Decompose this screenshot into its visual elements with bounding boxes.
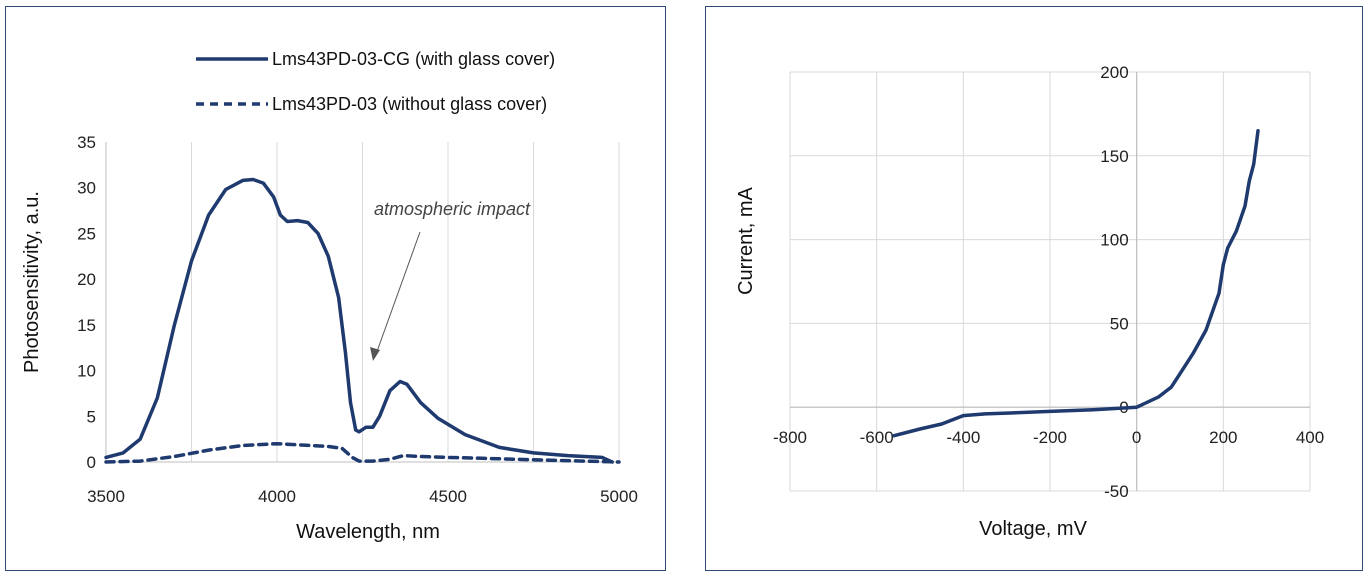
photosensitivity-chart: 0 5 10 15 20 25 30 35 3500 4000 4500 5000 Lms43PD-0…	[21, 49, 638, 543]
y-tick-label: 5	[87, 407, 96, 426]
y-tick-label: 15	[77, 316, 96, 335]
y-tick-label: 30	[77, 179, 96, 198]
photosensitivity-chart-panel: 0 5 10 15 20 25 30 35 3500 4000 4500 5000 Lms43PD-0…	[5, 6, 666, 571]
x-tick-label: 200	[1209, 428, 1237, 447]
series-line-without-glass-cover	[104, 441, 621, 464]
y-tick-label: 35	[77, 133, 96, 152]
y-tick-label: 100	[1100, 231, 1128, 250]
annotation-arrow	[374, 231, 421, 358]
y-tick-label: 0	[87, 453, 96, 472]
x-axis-title: Voltage, mV	[979, 518, 1088, 540]
y-tick-label: 25	[77, 224, 96, 243]
annotation-atmospheric-impact: atmospheric impact	[374, 199, 531, 219]
x-tick-label: -600	[860, 428, 894, 447]
x-tick-label: -800	[773, 428, 807, 447]
x-tick-label: 4500	[429, 487, 467, 506]
series-line-iv-curve	[892, 128, 1260, 438]
iv-curve-chart-panel: -50 0 50 100 150 200 -800 -600 -400 -200 0 200 400 V…	[705, 6, 1363, 571]
legend-label-with-glass: Lms43PD-03-CG (with glass cover)	[272, 49, 555, 69]
x-tick-label: 4000	[258, 487, 296, 506]
series-line-with-glass-cover	[104, 177, 614, 464]
x-tick-label: -400	[946, 428, 980, 447]
y-tick-label: -50	[1104, 482, 1129, 501]
legend-label-without-glass: Lms43PD-03 (without glass cover)	[272, 94, 547, 114]
y-tick-label: 150	[1100, 147, 1128, 166]
y-axis-title: Photosensitivity, a.u.	[21, 191, 43, 373]
y-tick-label: 20	[77, 270, 96, 289]
x-axis-title: Wavelength, nm	[296, 521, 440, 543]
x-tick-label: 0	[1132, 428, 1141, 447]
y-tick-label: 10	[77, 362, 96, 381]
x-tick-label: 5000	[600, 487, 638, 506]
y-tick-label: 200	[1100, 63, 1128, 82]
x-tick-label: 400	[1296, 428, 1324, 447]
x-tick-label: -200	[1033, 428, 1067, 447]
y-axis-title: Current, mA	[735, 186, 757, 294]
y-tick-label: 50	[1110, 314, 1129, 333]
annotation-arrow-head	[370, 347, 380, 361]
x-tick-label: 3500	[87, 487, 125, 506]
